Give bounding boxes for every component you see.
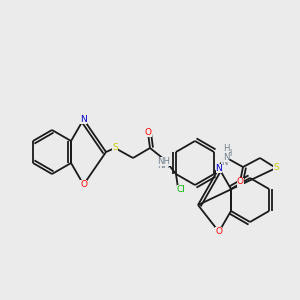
Text: S: S <box>273 164 279 172</box>
Text: O: O <box>236 178 244 187</box>
Text: O: O <box>80 180 87 189</box>
Text: N: N <box>80 115 87 124</box>
Text: O: O <box>145 128 152 137</box>
Text: NH: NH <box>158 157 170 166</box>
Text: N: N <box>221 158 227 167</box>
Text: N: N <box>223 152 229 161</box>
Text: H: H <box>223 145 229 154</box>
Text: O: O <box>215 227 222 236</box>
Text: S: S <box>112 143 118 152</box>
Text: NH: NH <box>157 160 169 169</box>
Text: H: H <box>225 149 231 158</box>
Text: N: N <box>216 164 222 173</box>
Text: Cl: Cl <box>176 184 185 194</box>
